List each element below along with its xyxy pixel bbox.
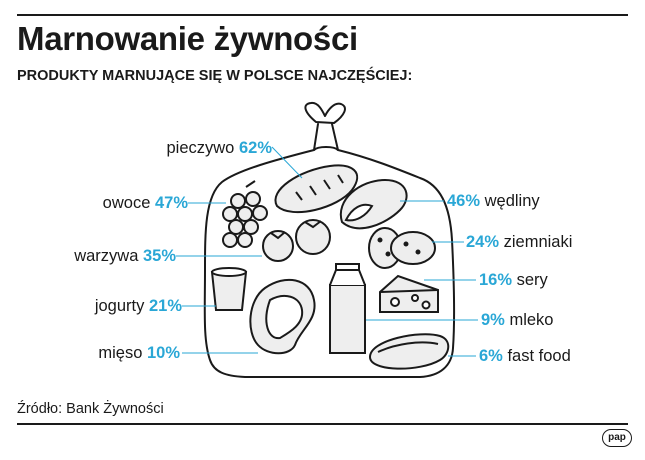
category-value: 47% (154, 194, 188, 212)
bottom-rule (17, 423, 628, 425)
category-value: 10% (146, 344, 180, 362)
label-owoce: owoce 47% (103, 193, 188, 213)
category-value: 62% (238, 139, 272, 157)
category-name: mleko (509, 311, 554, 329)
bag-knot (304, 101, 346, 124)
pap-logo: pap (602, 429, 632, 447)
label-ziemniaki: 24% ziemniaki (466, 232, 572, 252)
milk-carton-icon (329, 263, 366, 354)
chart-subtitle: PRODUKTY MARNUJĄCE SIĘ W POLSCE NAJCZĘŚC… (17, 68, 413, 84)
category-value: 35% (142, 247, 176, 265)
label-sery: 16% sery (479, 270, 548, 290)
grapes-icon (222, 180, 268, 248)
category-name: ziemniaki (503, 233, 573, 251)
category-value: 16% (479, 271, 513, 289)
ham-icon (339, 178, 408, 230)
bread-icon (274, 164, 359, 214)
category-name: sery (516, 271, 548, 289)
category-value: 6% (479, 347, 503, 365)
source-note: Źródło: Bank Żywności (17, 401, 164, 417)
cheese-icon (379, 274, 439, 313)
category-name: owoce (102, 194, 151, 212)
label-jogurty: jogurty 21% (95, 296, 182, 316)
yogurt-icon (210, 267, 248, 311)
category-name: jogurty (94, 297, 145, 315)
category-name: wędliny (484, 192, 540, 210)
category-value: 24% (466, 233, 500, 251)
tomatoes-icon (262, 219, 331, 262)
hotdog-icon (368, 333, 450, 370)
leader-pieczywo (271, 146, 303, 179)
category-value: 46% (447, 192, 481, 210)
category-name: pieczywo (166, 139, 235, 157)
label-mleko: 9% mleko (481, 310, 553, 330)
label-mieso: mięso 10% (98, 343, 180, 363)
meat-icon (249, 279, 316, 355)
label-wedliny: 46% wędliny (447, 191, 540, 211)
label-pieczywo: pieczywo 62% (167, 138, 273, 158)
chart-title: Marnowanie żywności (17, 20, 358, 57)
bag-neck (313, 123, 339, 151)
category-name: fast food (507, 347, 571, 365)
bag-outline (203, 149, 456, 378)
label-warzywa: warzywa 35% (74, 246, 176, 266)
category-name: warzywa (74, 247, 139, 265)
top-rule (17, 14, 628, 16)
label-fastfood: 6% fast food (479, 346, 571, 366)
category-value: 21% (148, 297, 182, 315)
category-value: 9% (481, 311, 505, 329)
category-name: mięso (98, 344, 143, 362)
potatoes-icon (368, 227, 436, 269)
